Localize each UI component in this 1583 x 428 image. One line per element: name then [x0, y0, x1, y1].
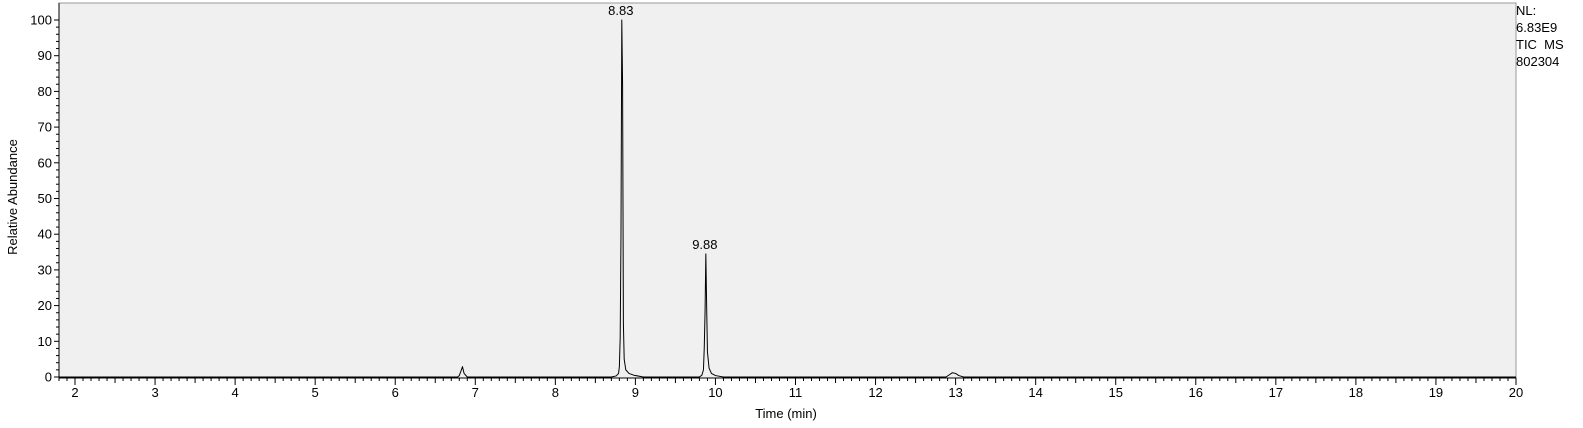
x-tick-label: 3	[151, 385, 158, 400]
x-tick-label: 14	[1028, 385, 1042, 400]
y-tick-label: 60	[38, 155, 52, 170]
nl-label: NL:	[1516, 3, 1537, 18]
normalization-info: NL: 6.83E9 TIC MS 802304	[1516, 2, 1564, 70]
x-tick-label: 4	[232, 385, 239, 400]
y-tick-label: 0	[45, 370, 52, 385]
y-axis-label: Relative Abundance	[5, 139, 20, 255]
y-tick-label: 30	[38, 262, 52, 277]
x-tick-label: 17	[1269, 385, 1283, 400]
tic-trace	[59, 19, 1516, 378]
x-axis-label: Time (min)	[755, 406, 817, 421]
x-tick-label: 6	[392, 385, 399, 400]
x-tick-label: 19	[1429, 385, 1443, 400]
scan-filter: TIC MS	[1516, 37, 1564, 52]
y-tick-label: 90	[38, 48, 52, 63]
x-axis: 2 3 4 5 6 7 8 9 10 11 12 13 14 15 16 17 18 19 20	[58, 377, 1523, 400]
plot-area	[58, 2, 1517, 379]
x-tick-label: 20	[1509, 385, 1523, 400]
x-tick-label: 18	[1349, 385, 1363, 400]
y-tick-label: 10	[38, 334, 52, 349]
x-tick-label: 16	[1189, 385, 1203, 400]
peak-label: 9.88	[692, 237, 717, 252]
peak-label: 8.83	[608, 3, 633, 18]
x-tick-label: 5	[312, 385, 319, 400]
nl-value: 6.83E9	[1516, 20, 1558, 35]
x-tick-label: 8	[552, 385, 559, 400]
y-tick-label: 50	[38, 191, 52, 206]
y-tick-label: 100	[30, 13, 52, 28]
y-tick-label: 40	[38, 227, 52, 242]
x-tick-label: 12	[868, 385, 882, 400]
x-tick-label: 11	[789, 385, 803, 400]
x-tick-label: 10	[708, 385, 722, 400]
x-tick-label: 2	[71, 385, 78, 400]
x-tick-label: 7	[472, 385, 479, 400]
peak-labels: 8.83 9.88	[608, 3, 717, 252]
y-tick-label: 80	[38, 84, 52, 99]
x-tick-label: 15	[1108, 385, 1122, 400]
series-layer	[59, 19, 1516, 378]
x-tick-label: 13	[948, 385, 962, 400]
sample-id: 802304	[1516, 54, 1560, 69]
y-axis: 0 10 20 30 40 50 60 70 80 90 100	[30, 3, 60, 385]
y-tick-label: 20	[38, 298, 52, 313]
y-tick-label: 70	[38, 120, 52, 135]
x-tick-label: 9	[632, 385, 639, 400]
